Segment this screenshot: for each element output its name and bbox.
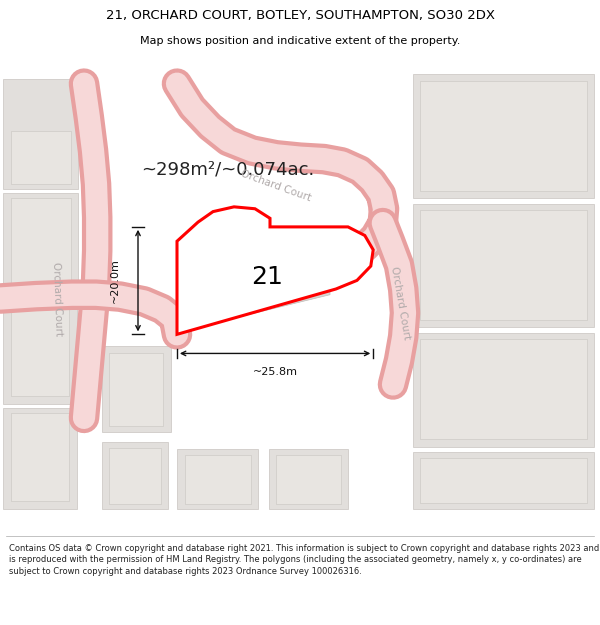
Polygon shape: [3, 194, 78, 289]
Polygon shape: [207, 232, 330, 325]
Polygon shape: [413, 333, 594, 446]
Polygon shape: [413, 74, 594, 198]
Polygon shape: [102, 442, 168, 509]
Polygon shape: [269, 449, 348, 509]
Polygon shape: [11, 413, 69, 501]
Text: Orchard Court: Orchard Court: [51, 261, 63, 336]
Text: Contains OS data © Crown copyright and database right 2021. This information is : Contains OS data © Crown copyright and d…: [9, 544, 599, 576]
Text: 21, ORCHARD COURT, BOTLEY, SOUTHAMPTON, SO30 2DX: 21, ORCHARD COURT, BOTLEY, SOUTHAMPTON, …: [106, 9, 494, 22]
Polygon shape: [177, 207, 373, 334]
Text: ~20.0m: ~20.0m: [110, 258, 120, 303]
Text: ~25.8m: ~25.8m: [253, 367, 298, 377]
Polygon shape: [276, 455, 341, 504]
Polygon shape: [3, 408, 77, 509]
Polygon shape: [420, 81, 587, 191]
Text: 21: 21: [251, 265, 283, 289]
Text: Orchard Court: Orchard Court: [389, 266, 412, 341]
Polygon shape: [109, 448, 161, 504]
Polygon shape: [177, 449, 258, 509]
Polygon shape: [185, 455, 251, 504]
Text: Map shows position and indicative extent of the property.: Map shows position and indicative extent…: [140, 36, 460, 46]
Polygon shape: [11, 306, 69, 396]
Polygon shape: [420, 210, 587, 320]
Polygon shape: [102, 346, 171, 432]
Polygon shape: [11, 131, 71, 184]
Polygon shape: [420, 339, 587, 439]
Polygon shape: [420, 459, 587, 503]
Polygon shape: [3, 299, 77, 404]
Polygon shape: [109, 354, 163, 426]
Polygon shape: [11, 198, 71, 284]
Text: Orchard Court: Orchard Court: [239, 169, 313, 203]
Polygon shape: [413, 452, 594, 509]
Polygon shape: [3, 79, 78, 189]
Polygon shape: [413, 204, 594, 327]
Text: ~298m²/~0.074ac.: ~298m²/~0.074ac.: [142, 161, 314, 179]
